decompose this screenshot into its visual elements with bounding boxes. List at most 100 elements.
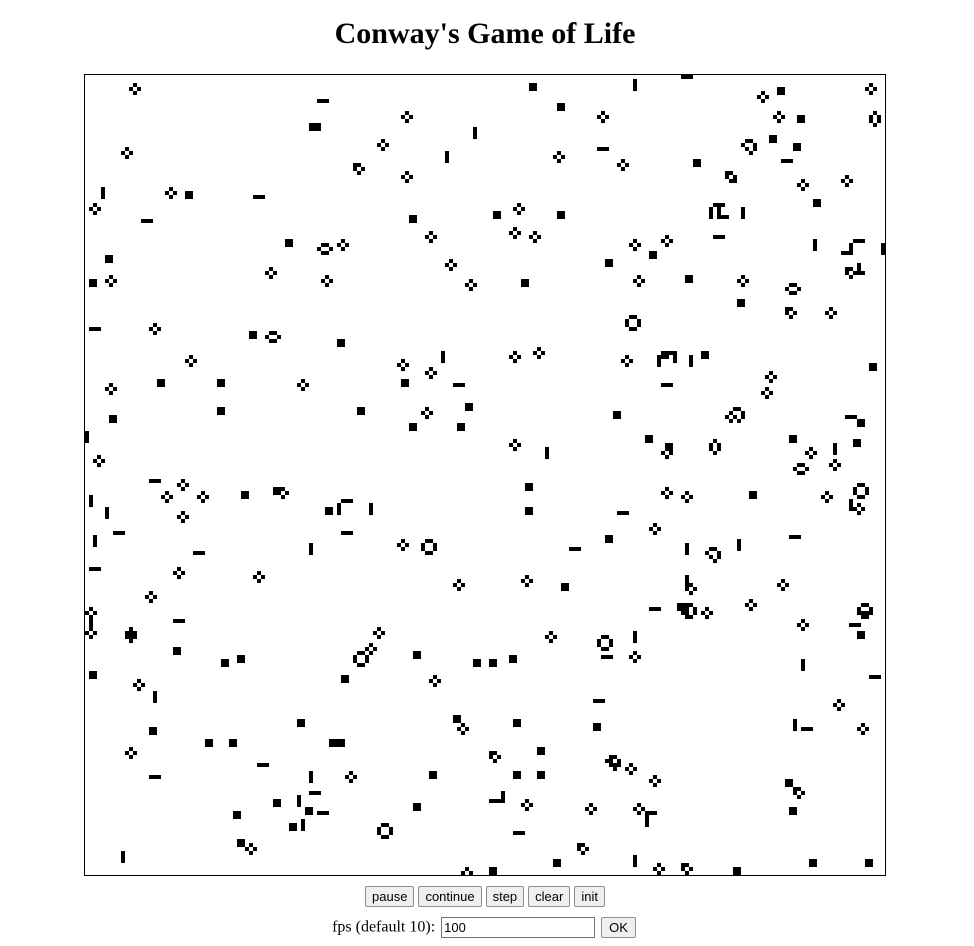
live-cell[interactable] (589, 803, 593, 807)
live-cell[interactable] (169, 195, 173, 199)
live-cell[interactable] (93, 279, 97, 283)
live-cell[interactable] (529, 87, 533, 91)
live-cell[interactable] (269, 267, 273, 271)
live-cell[interactable] (125, 635, 129, 639)
live-cell[interactable] (749, 139, 753, 143)
live-cell[interactable] (793, 311, 797, 315)
live-cell[interactable] (349, 499, 353, 503)
live-cell[interactable] (685, 603, 689, 607)
live-cell[interactable] (153, 695, 157, 699)
live-cell[interactable] (469, 407, 473, 411)
live-cell[interactable] (553, 635, 557, 639)
live-cell[interactable] (469, 279, 473, 283)
live-cell[interactable] (865, 491, 869, 495)
live-cell[interactable] (733, 407, 737, 411)
live-cell[interactable] (789, 439, 793, 443)
live-cell[interactable] (125, 155, 129, 159)
live-cell[interactable] (185, 191, 189, 195)
live-cell[interactable] (841, 251, 845, 255)
live-cell[interactable] (637, 655, 641, 659)
live-cell[interactable] (369, 643, 373, 647)
live-cell[interactable] (685, 275, 689, 279)
live-cell[interactable] (153, 323, 157, 327)
live-cell[interactable] (845, 415, 849, 419)
live-cell[interactable] (309, 547, 313, 551)
live-cell[interactable] (409, 175, 413, 179)
live-cell[interactable] (205, 495, 209, 499)
live-cell[interactable] (661, 351, 665, 355)
live-cell[interactable] (737, 871, 741, 875)
live-cell[interactable] (669, 239, 673, 243)
live-cell[interactable] (85, 631, 89, 635)
live-cell[interactable] (521, 831, 525, 835)
live-cell[interactable] (665, 351, 669, 355)
live-cell[interactable] (709, 611, 713, 615)
live-cell[interactable] (533, 87, 537, 91)
live-cell[interactable] (361, 411, 365, 415)
live-cell[interactable] (513, 771, 517, 775)
live-cell[interactable] (513, 655, 517, 659)
live-cell[interactable] (517, 211, 521, 215)
live-cell[interactable] (181, 511, 185, 515)
live-cell[interactable] (597, 699, 601, 703)
live-cell[interactable] (297, 795, 301, 799)
live-cell[interactable] (657, 871, 661, 875)
live-cell[interactable] (533, 83, 537, 87)
live-cell[interactable] (689, 275, 693, 279)
live-cell[interactable] (685, 615, 689, 619)
live-cell[interactable] (557, 863, 561, 867)
live-cell[interactable] (793, 791, 797, 795)
live-cell[interactable] (185, 483, 189, 487)
live-cell[interactable] (601, 699, 605, 703)
live-cell[interactable] (797, 463, 801, 467)
live-cell[interactable] (545, 455, 549, 459)
live-cell[interactable] (617, 411, 621, 415)
live-cell[interactable] (833, 703, 837, 707)
live-cell[interactable] (737, 539, 741, 543)
live-cell[interactable] (701, 355, 705, 359)
live-cell[interactable] (693, 611, 697, 615)
live-cell[interactable] (457, 719, 461, 723)
live-cell[interactable] (457, 427, 461, 431)
live-cell[interactable] (713, 203, 717, 207)
live-cell[interactable] (785, 779, 789, 783)
live-cell[interactable] (89, 619, 93, 623)
live-cell[interactable] (701, 351, 705, 355)
live-cell[interactable] (649, 435, 653, 439)
live-cell[interactable] (837, 707, 841, 711)
live-cell[interactable] (525, 807, 529, 811)
live-cell[interactable] (493, 211, 497, 215)
live-cell[interactable] (89, 499, 93, 503)
live-cell[interactable] (301, 379, 305, 383)
live-cell[interactable] (197, 495, 201, 499)
live-cell[interactable] (317, 99, 321, 103)
live-cell[interactable] (173, 651, 177, 655)
live-cell[interactable] (389, 827, 393, 831)
live-cell[interactable] (517, 723, 521, 727)
live-cell[interactable] (369, 507, 373, 511)
live-cell[interactable] (797, 471, 801, 475)
live-cell[interactable] (609, 259, 613, 263)
live-cell[interactable] (149, 591, 153, 595)
live-cell[interactable] (833, 451, 837, 455)
live-cell[interactable] (497, 799, 501, 803)
live-cell[interactable] (757, 95, 761, 99)
live-cell[interactable] (153, 691, 157, 695)
live-cell[interactable] (781, 91, 785, 95)
live-cell[interactable] (105, 507, 109, 511)
live-cell[interactable] (645, 435, 649, 439)
live-cell[interactable] (133, 635, 137, 639)
live-cell[interactable] (517, 775, 521, 779)
live-cell[interactable] (537, 235, 541, 239)
live-cell[interactable] (861, 423, 865, 427)
live-cell[interactable] (149, 599, 153, 603)
live-cell[interactable] (445, 159, 449, 163)
live-cell[interactable] (137, 679, 141, 683)
live-cell[interactable] (625, 319, 629, 323)
live-cell[interactable] (789, 811, 793, 815)
live-cell[interactable] (577, 843, 581, 847)
live-cell[interactable] (857, 635, 861, 639)
live-cell[interactable] (141, 683, 145, 687)
live-cell[interactable] (733, 871, 737, 875)
live-cell[interactable] (297, 383, 301, 387)
